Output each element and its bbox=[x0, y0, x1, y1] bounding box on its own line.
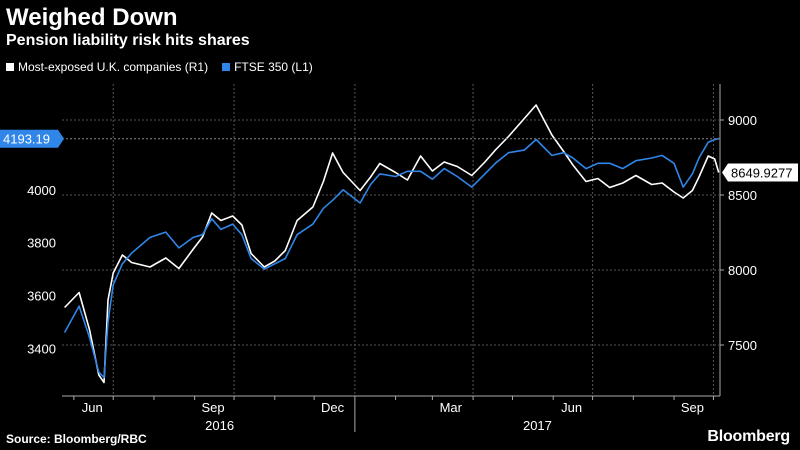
source-note: Source: Bloomberg/RBC bbox=[6, 432, 147, 446]
x-year-label: 2016 bbox=[205, 418, 234, 433]
y-left-tick-label: 3400 bbox=[27, 341, 56, 356]
x-tick-label: Sep bbox=[201, 400, 224, 415]
ftse-350-line bbox=[63, 137, 719, 379]
chart-title: Weighed Down bbox=[6, 4, 178, 31]
chart-subtitle: Pension liability risk hits shares bbox=[6, 32, 250, 49]
legend-label-exposed: Most-exposed U.K. companies (R1) bbox=[18, 60, 209, 74]
x-year-label: 2017 bbox=[523, 418, 552, 433]
legend-label-ftse: FTSE 350 (L1) bbox=[234, 60, 313, 74]
y-left-tick-label: 4000 bbox=[27, 183, 56, 198]
legend: Most-exposed U.K. companies (R1) FTSE 35… bbox=[6, 60, 313, 74]
y-right-tick-label: 7500 bbox=[728, 338, 757, 353]
x-tick-label: Jun bbox=[82, 400, 103, 415]
legend-item-ftse: FTSE 350 (L1) bbox=[222, 60, 313, 74]
y-right-tick-label: 8000 bbox=[728, 263, 757, 278]
y-left-tick-label: 3800 bbox=[27, 236, 56, 251]
x-tick-label: Mar bbox=[440, 400, 463, 415]
legend-swatch-ftse bbox=[222, 63, 231, 71]
most-exposed-line bbox=[64, 104, 720, 384]
x-tick-label: Sep bbox=[681, 400, 704, 415]
x-tick-label: Dec bbox=[321, 400, 345, 415]
exposed-last-value-tag bbox=[722, 163, 798, 182]
legend-item-exposed: Most-exposed U.K. companies (R1) bbox=[6, 60, 208, 74]
ftse-last-value-tag bbox=[0, 129, 64, 148]
y-right-tick-label: 9000 bbox=[728, 113, 757, 128]
x-tick-label: Jun bbox=[561, 400, 582, 415]
bloomberg-logo: Bloomberg bbox=[707, 428, 790, 445]
y-right-tick-label: 8500 bbox=[728, 188, 757, 203]
ftse-last-value-label: 4193.19 bbox=[3, 132, 50, 147]
exposed-last-value-label: 8649.9277 bbox=[731, 166, 792, 181]
y-left-tick-label: 3600 bbox=[27, 289, 56, 304]
legend-swatch-exposed bbox=[6, 63, 14, 71]
